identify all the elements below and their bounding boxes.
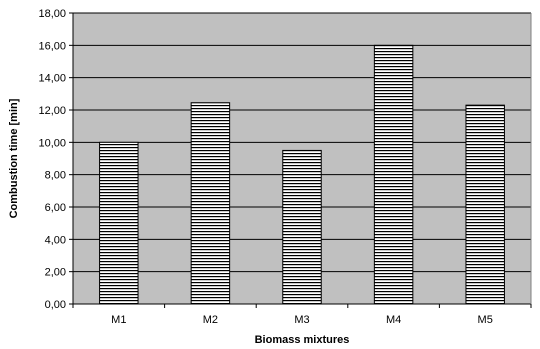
y-tick-label: 10,00 xyxy=(38,137,66,149)
y-axis-title: Combustion time [min] xyxy=(8,98,20,218)
y-tick-label: 0,00 xyxy=(45,299,66,311)
y-tick-label: 2,00 xyxy=(45,267,66,279)
bar-m5 xyxy=(465,104,505,305)
y-tick-label: 6,00 xyxy=(45,202,66,214)
y-tick-labels: 0,00 2,00 4,00 6,00 8,00 10,00 12,00 14,00 16,00… xyxy=(38,8,73,311)
y-tick-label: 18,00 xyxy=(38,8,66,20)
bar-m3 xyxy=(282,149,322,305)
bar-m4 xyxy=(373,44,414,305)
y-tick-label: 12,00 xyxy=(38,105,66,117)
y-tick-label: 8,00 xyxy=(45,170,66,182)
x-tick-label: M5 xyxy=(478,314,493,326)
bar-m2 xyxy=(190,102,231,305)
bar-m1 xyxy=(99,141,139,305)
bars xyxy=(99,44,505,305)
axes xyxy=(72,13,532,305)
y-tick-label: 14,00 xyxy=(38,73,66,85)
x-tick-label: M1 xyxy=(111,314,126,326)
x-tick-label: M2 xyxy=(203,314,218,326)
x-tick-label: M4 xyxy=(386,314,401,326)
x-tick-label: M3 xyxy=(294,314,309,326)
x-axis-title: Biomass mixtures xyxy=(255,334,350,346)
y-tick-label: 16,00 xyxy=(38,40,66,52)
x-tick-labels: M1 M2 M3 M4 M5 xyxy=(72,304,532,326)
y-tick-label: 4,00 xyxy=(45,234,66,246)
